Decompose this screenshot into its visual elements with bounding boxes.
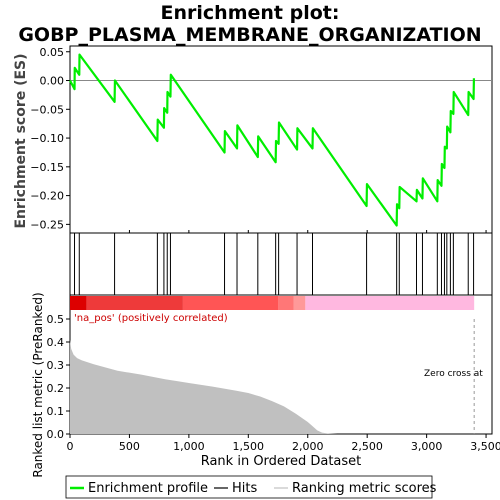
legend-box: [65, 475, 433, 499]
metric-y-ticks: 0.0 0.1 0.2 0.3 0.4 0.5: [47, 313, 70, 441]
es-ytick-label: 0.00: [40, 75, 65, 88]
xtick-label: 1,000: [173, 440, 205, 453]
x-ticks: 0 500 1,000 1,500 2,000 2,500 3,000 3,500: [67, 230, 500, 453]
es-y-ticks: 0.05 0.00 −0.05 −0.10 −0.15 −0.20 −0.25: [30, 46, 70, 231]
colorbar-segment: [182, 296, 279, 310]
metric-ytick-label: 0.3: [47, 359, 65, 372]
rank-colorbar: [70, 296, 475, 310]
es-ytick-label: −0.10: [30, 132, 64, 145]
colorbar-segment: [293, 296, 306, 310]
chart-title-line1: Enrichment plot:: [161, 2, 340, 24]
xtick-label: 3,500: [470, 440, 500, 453]
metric-ytick-label: 0.0: [47, 428, 65, 441]
es-ytick-label: −0.20: [30, 190, 64, 203]
colorbar-segment: [86, 296, 183, 310]
ranking-metric-area: [70, 339, 475, 434]
es-y-axis-label: Enrichment score (ES): [13, 53, 29, 228]
xtick-label: 2,500: [351, 440, 383, 453]
legend-label-hits: Hits: [232, 481, 257, 496]
xtick-label: 1,500: [233, 440, 265, 453]
colorbar-segment: [70, 296, 87, 310]
es-ytick-label: −0.25: [30, 218, 64, 231]
es-ytick-label: −0.15: [30, 161, 64, 174]
colorbar-segment: [305, 296, 475, 310]
xtick-label: 3,000: [411, 440, 443, 453]
zero-cross-annotation: Zero cross at: [424, 369, 483, 379]
metric-ytick-label: 0.2: [47, 382, 65, 395]
metric-ytick-label: 0.5: [47, 313, 65, 326]
enrichment-profile-line: [69, 53, 476, 227]
x-axis-label: Rank in Ordered Dataset: [201, 454, 362, 469]
metric-ytick-label: 0.4: [47, 336, 65, 349]
es-ytick-label: 0.05: [40, 46, 65, 59]
es-ytick-label: −0.05: [30, 103, 64, 116]
xtick-label: 500: [119, 440, 140, 453]
metric-ytick-label: 0.1: [47, 405, 65, 418]
legend-label-metric: Ranking metric scores: [292, 481, 437, 496]
hits-markers: [74, 233, 475, 295]
legend-label-enrichment: Enrichment profile: [88, 481, 208, 496]
xtick-label: 2,000: [292, 440, 324, 453]
chart-title-line2: GOBP_PLASMA_MEMBRANE_ORGANIZATION: [18, 24, 481, 46]
metric-y-axis-label: Ranked list metric (PreRanked): [31, 292, 45, 477]
enrichment-profile-series: [69, 53, 476, 227]
positive-correlation-annotation: 'na_pos' (positively correlated): [74, 313, 228, 324]
ranking-metric-scores-area: [70, 339, 475, 434]
xtick-label: 0: [67, 440, 74, 453]
colorbar-segment: [278, 296, 294, 310]
